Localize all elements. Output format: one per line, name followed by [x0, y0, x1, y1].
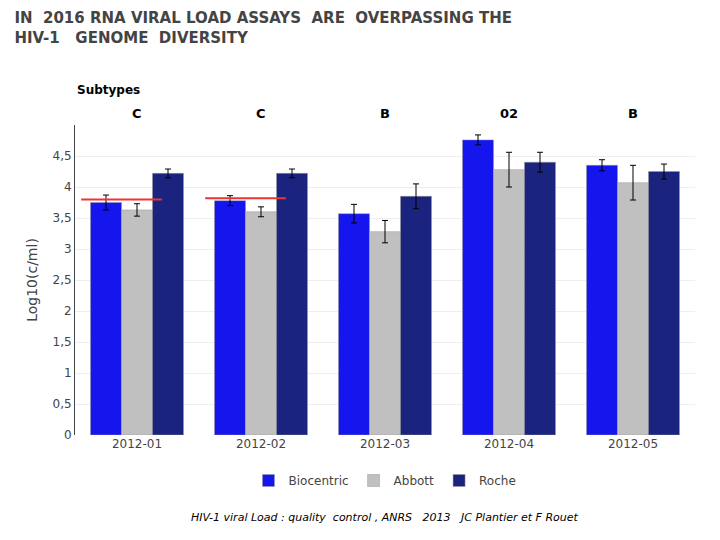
svg-text:2012-01: 2012-01 [112, 437, 162, 451]
svg-text:0,5: 0,5 [53, 397, 72, 411]
svg-text:B: B [380, 106, 390, 121]
svg-text:C: C [132, 106, 142, 121]
svg-text:3,5: 3,5 [53, 211, 72, 225]
svg-text:Roche: Roche [479, 474, 516, 488]
svg-text:HIV-1 viral Load : quality co: HIV-1 viral Load : quality control , ANR… [191, 511, 579, 524]
svg-text:1: 1 [64, 366, 72, 380]
svg-text:Subtypes: Subtypes [77, 83, 140, 97]
svg-text:Biocentric: Biocentric [289, 474, 349, 488]
svg-text:2,5: 2,5 [53, 273, 72, 287]
svg-text:2012-05: 2012-05 [608, 437, 658, 451]
svg-text:2012-03: 2012-03 [360, 437, 410, 451]
svg-text:B: B [628, 106, 638, 121]
svg-text:Abbott: Abbott [394, 474, 434, 488]
svg-text:Log10(c/ml): Log10(c/ml) [24, 238, 40, 322]
svg-text:0: 0 [64, 428, 72, 442]
svg-text:C: C [256, 106, 266, 121]
svg-text:4: 4 [64, 180, 72, 194]
svg-text:IN 2016 RNA VIRAL LOAD ASSAYS: IN 2016 RNA VIRAL LOAD ASSAYS ARE OVERPA… [14, 9, 512, 47]
svg-text:2: 2 [64, 304, 72, 318]
svg-text:4,5: 4,5 [53, 149, 72, 163]
svg-text:2012-02: 2012-02 [236, 437, 286, 451]
svg-text:3: 3 [64, 242, 72, 256]
svg-text:1,5: 1,5 [53, 335, 72, 349]
svg-text:02: 02 [500, 106, 518, 121]
svg-text:2012-04: 2012-04 [484, 437, 534, 451]
